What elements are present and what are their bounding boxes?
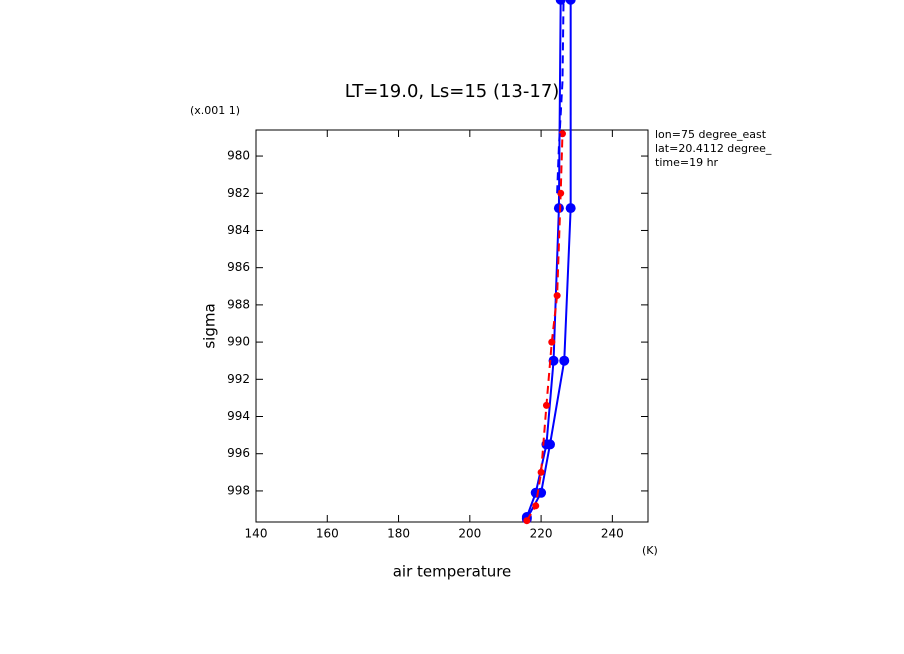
y-tick-label: 992 [227,372,250,386]
y-tick-label: 986 [227,260,250,274]
y-tick-label: 994 [227,409,250,423]
point-marker [553,292,561,300]
series-line [525,133,564,522]
x-tick-label: 220 [530,527,553,541]
x-tick-label: 160 [316,527,339,541]
y-tick-label: 988 [227,297,250,311]
point-marker [548,338,556,346]
point-marker [553,203,564,214]
x-tick-label: 140 [245,527,268,541]
y-tick-label: 980 [227,149,250,163]
point-marker [559,355,570,366]
x-tick-label: 240 [601,527,624,541]
x-unit: (K) [642,544,658,557]
point-marker [565,0,576,5]
y-axis-label: sigma [201,303,219,348]
x-axis-label: air temperature [393,563,512,581]
point-marker [565,203,576,214]
point-marker [537,468,545,476]
point-marker [542,401,550,409]
point-marker [545,439,555,450]
point-marker [532,502,540,510]
info-text: lat=20.4112 degree_ [655,142,772,155]
y-tick-label: 982 [227,186,250,200]
y-tick-label: 984 [227,223,250,237]
y-tick-label: 996 [227,446,250,460]
point-marker [558,130,566,138]
series-line [556,0,565,194]
y-unit: (x.001 1) [190,104,240,117]
info-text: time=19 hr [655,156,719,169]
point-marker [523,517,531,525]
point-marker [548,355,559,366]
x-tick-label: 200 [458,527,481,541]
y-tick-label: 998 [227,483,250,497]
y-tick-label: 990 [227,335,250,349]
point-marker [557,189,565,197]
info-text: lon=75 degree_east [655,128,767,141]
chart-title: LT=19.0, Ls=15 (13-17) [345,81,560,102]
plot-frame [255,129,649,523]
x-tick-label: 180 [387,527,410,541]
